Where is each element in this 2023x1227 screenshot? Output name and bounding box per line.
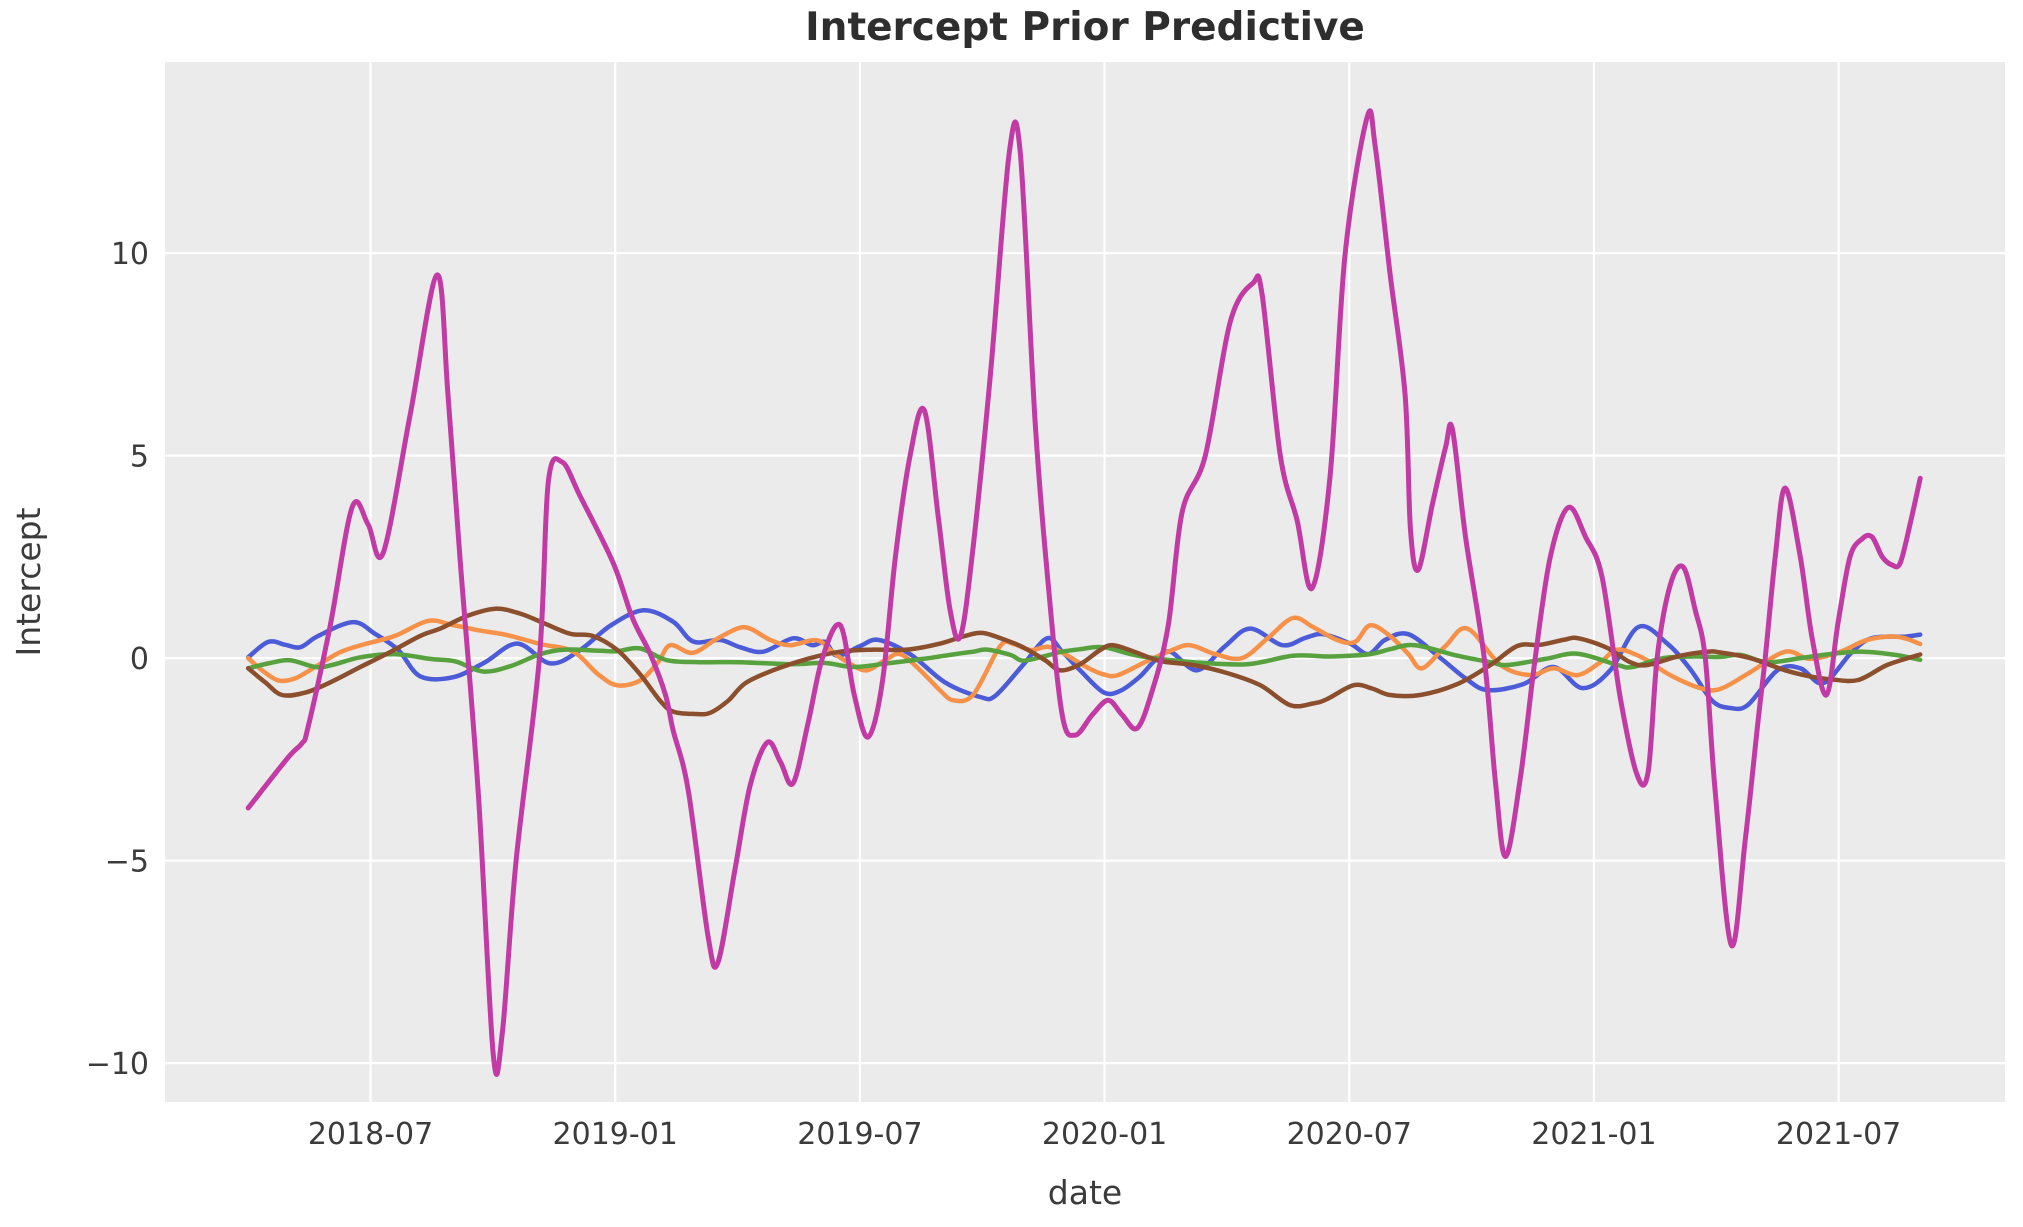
plot-area <box>165 62 2005 1102</box>
x-tick-label: 2018-07 <box>308 1117 433 1152</box>
x-axis-label: date <box>1048 1173 1122 1212</box>
prior-draw-magenta-line <box>245 108 1923 1077</box>
y-tick-label: 5 <box>130 440 149 475</box>
line-series-group <box>245 108 1923 1077</box>
x-tick-label: 2020-07 <box>1287 1117 1412 1152</box>
prior-draw-green-line <box>245 642 1923 674</box>
y-tick-label: 10 <box>111 237 149 272</box>
prior-draw-orange-line <box>245 615 1923 704</box>
y-tick-label: 0 <box>130 642 149 677</box>
chart-title: Intercept Prior Predictive <box>805 5 1365 50</box>
x-tick-label: 2019-07 <box>797 1117 922 1152</box>
prior-draw-brown-line <box>245 606 1923 717</box>
y-axis-label: Intercept <box>9 507 48 656</box>
x-tick-label: 2019-01 <box>553 1117 678 1152</box>
x-tick-label: 2021-01 <box>1531 1117 1656 1152</box>
y-tick-label: −10 <box>86 1047 149 1082</box>
x-tick-label: 2020-01 <box>1042 1117 1167 1152</box>
y-tick-label: −5 <box>105 845 149 880</box>
x-tick-label: 2021-07 <box>1776 1117 1901 1152</box>
tick-labels: 2018-07 2019-01 2019-07 2020-01 2020-07 2021-… <box>86 237 1902 1152</box>
